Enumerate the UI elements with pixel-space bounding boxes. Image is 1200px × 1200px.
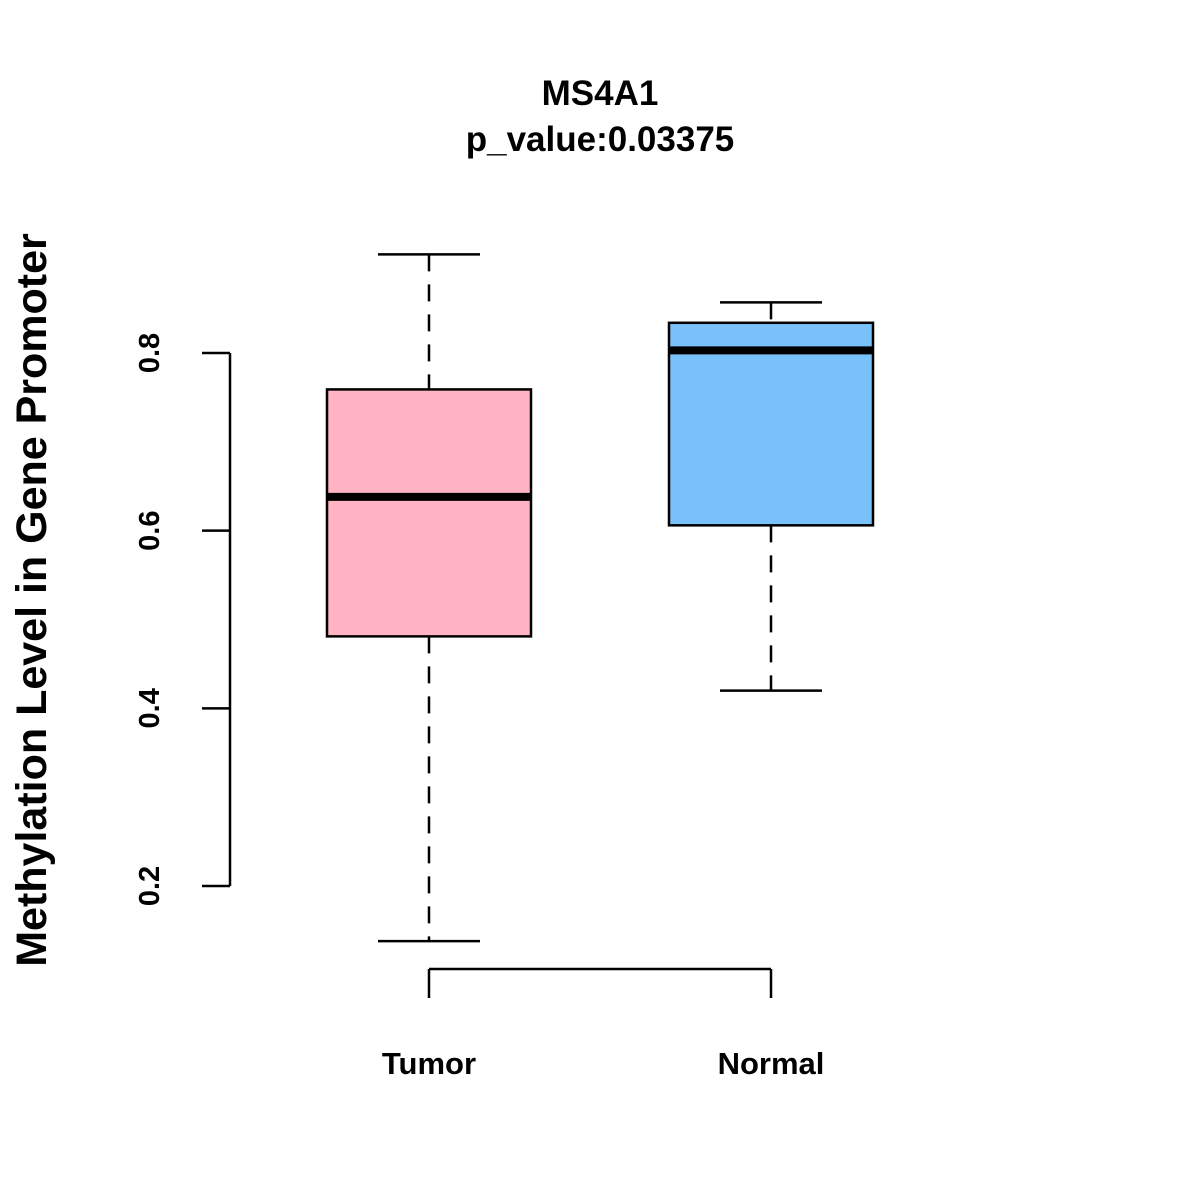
x-tick-label-1: Normal bbox=[718, 1046, 825, 1081]
y-tick-label-1: 0.4 bbox=[134, 688, 166, 728]
iqr-box-tumor bbox=[325, 388, 533, 638]
x-axis: Tumor Normal bbox=[382, 967, 825, 1081]
box-tumor bbox=[325, 253, 533, 943]
chart-subtitle: p_value:0.03375 bbox=[466, 120, 735, 159]
chart-title: MS4A1 bbox=[542, 74, 659, 113]
y-axis-label: Methylation Level in Gene Promoter bbox=[8, 233, 56, 967]
iqr-box-normal bbox=[667, 321, 875, 527]
boxes-layer bbox=[325, 253, 875, 943]
y-tick-label-2: 0.6 bbox=[134, 511, 166, 551]
x-tick-label-0: Tumor bbox=[382, 1046, 476, 1081]
y-axis: 0.2 0.4 0.6 0.8 bbox=[134, 333, 232, 906]
y-tick-label-0: 0.2 bbox=[134, 866, 166, 906]
box-normal bbox=[667, 301, 875, 692]
y-tick-label-3: 0.8 bbox=[134, 333, 166, 373]
